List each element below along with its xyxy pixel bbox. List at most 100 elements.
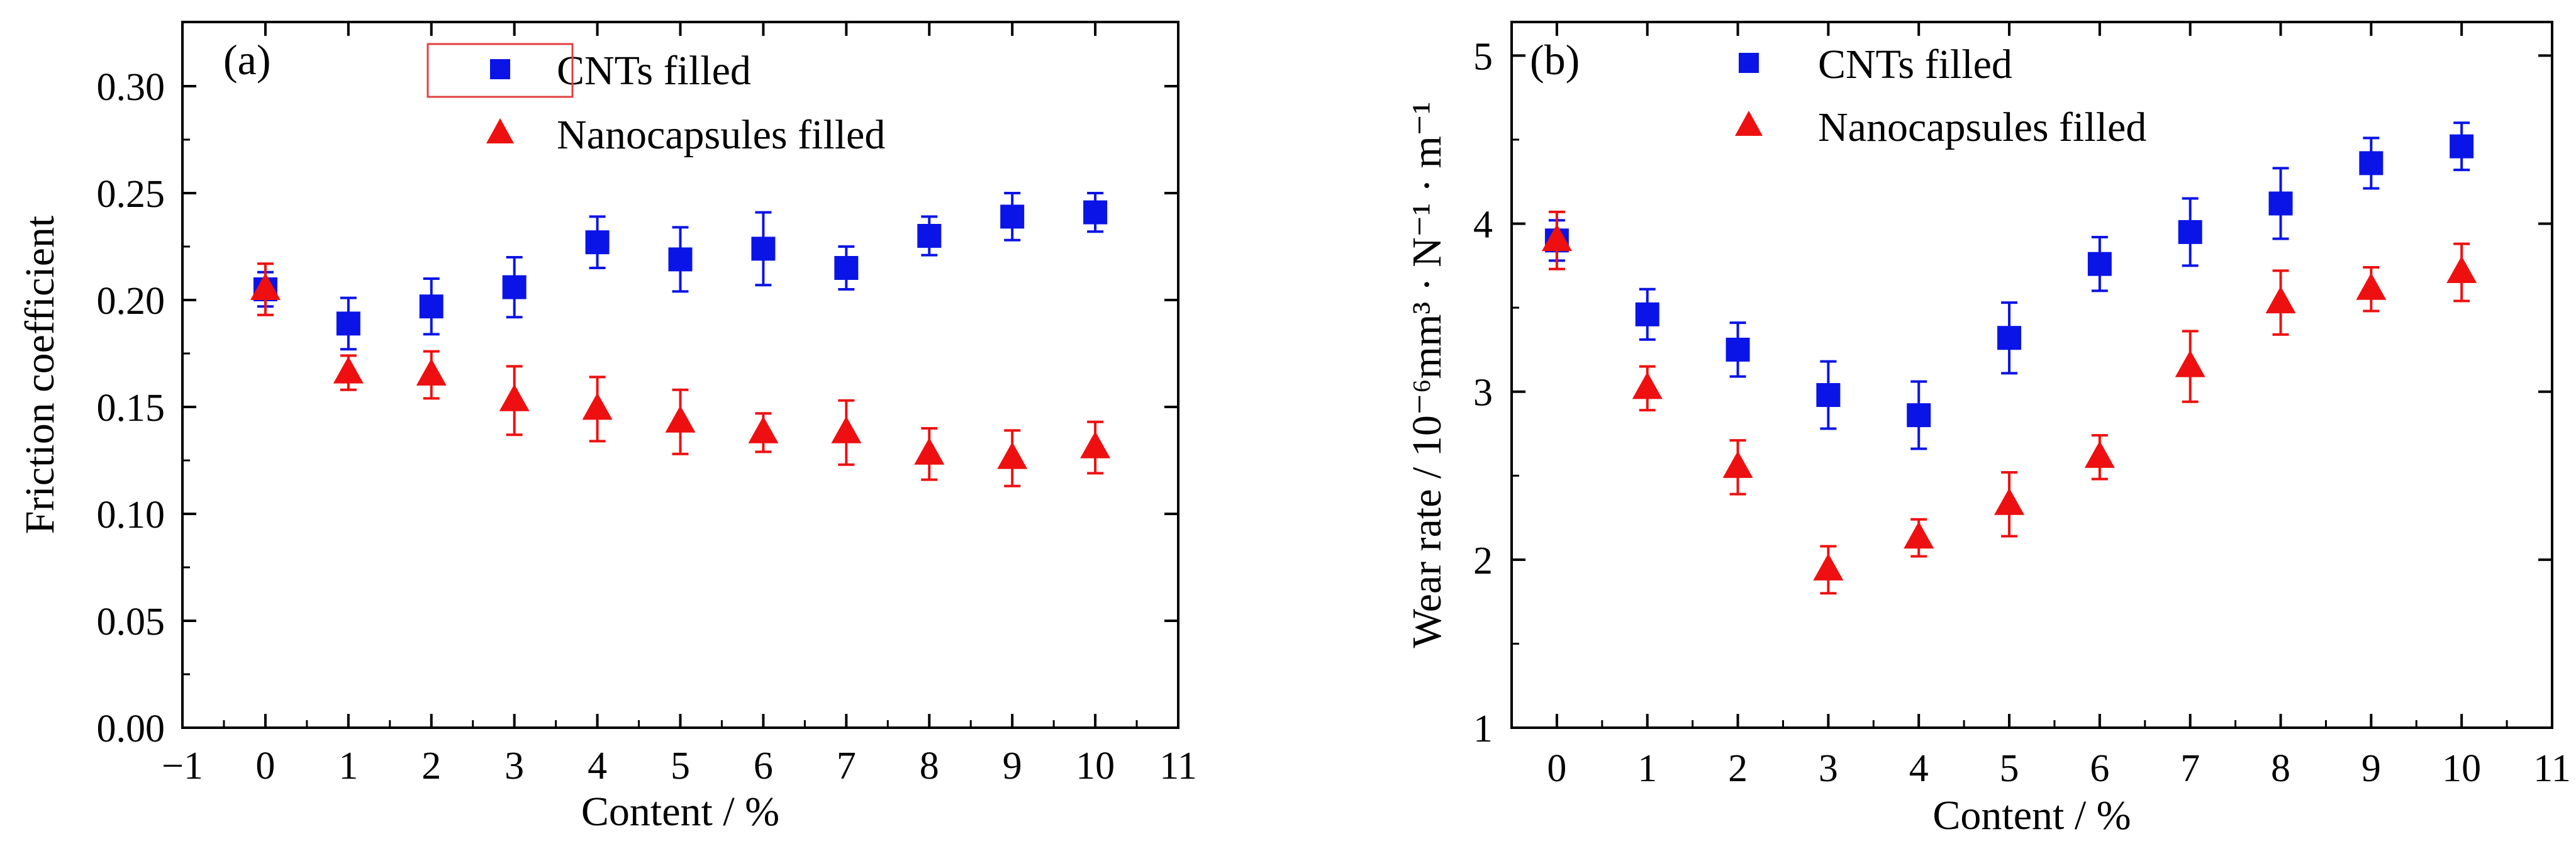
x-tick-label: 11 [1159, 745, 1197, 787]
data-point-triangle [1541, 224, 1572, 252]
x-tick-label: 9 [2361, 747, 2381, 790]
data-point-square [668, 247, 693, 272]
x-tick-label: 2 [421, 745, 441, 787]
x-tick-label: 3 [505, 745, 524, 787]
x-tick-label: 2 [1728, 747, 1748, 790]
data-point-square [2450, 134, 2474, 159]
y-tick-label: 1 [1473, 708, 1493, 750]
data-point-triangle [1904, 521, 1934, 549]
x-axis-title: Content / % [581, 789, 779, 835]
x-tick-label: 3 [1819, 747, 1838, 790]
data-point-square [2268, 191, 2293, 216]
series-nanocapsules [250, 262, 1111, 487]
data-point-square [917, 224, 942, 248]
x-tick-label: 6 [754, 745, 773, 787]
data-point-square [1726, 337, 1750, 362]
data-point-square [1083, 200, 1108, 225]
series-cnts [1544, 121, 2474, 450]
data-point-triangle [1080, 431, 1111, 459]
panel-label: (b) [1530, 36, 1580, 84]
data-point-triangle [499, 384, 530, 411]
data-point-triangle [2265, 286, 2296, 314]
x-tick-label: 5 [2000, 747, 2019, 790]
y-tick-label: 0.20 [97, 280, 165, 323]
legend-marker-square [490, 59, 510, 79]
x-tick-label: −1 [162, 745, 203, 787]
data-point-triangle [831, 416, 862, 443]
y-tick-label: 0.15 [97, 387, 165, 430]
x-tick-label: 11 [2533, 747, 2571, 790]
data-point-square [1816, 383, 1841, 408]
data-point-triangle [250, 273, 281, 300]
x-axis-title: Content / % [1932, 793, 2131, 838]
x-tick-label: 4 [588, 745, 607, 787]
y-axis-title: Wear rate / 10⁻⁶mm³ · N⁻¹ · m⁻¹ [1404, 102, 1450, 648]
data-point-square [1997, 326, 2022, 350]
y-tick-label: 0.10 [97, 494, 165, 537]
x-tick-label: 1 [1637, 747, 1657, 790]
data-point-square [1907, 403, 1931, 428]
x-tick-label: 9 [1003, 745, 1022, 787]
data-point-square [2178, 220, 2202, 244]
x-tick-label: 5 [671, 745, 690, 787]
y-tick-label: 2 [1473, 540, 1493, 582]
y-axis-title: Friction coefficient [17, 216, 63, 534]
data-point-triangle [416, 359, 447, 386]
x-tick-label: 7 [837, 745, 856, 787]
data-point-triangle [1813, 553, 1844, 581]
plot-frame [1510, 21, 2553, 729]
legend-marker-triangle [486, 118, 514, 143]
data-point-triangle [582, 392, 613, 420]
data-point-triangle [914, 437, 945, 465]
x-tick-label: 10 [1076, 745, 1115, 787]
legend-label: CNTs filled [557, 48, 751, 94]
data-point-triangle [333, 356, 364, 384]
data-point-triangle [665, 405, 696, 433]
y-tick-label: 0.05 [97, 601, 165, 643]
data-point-triangle [748, 416, 779, 443]
x-tick-label: 0 [255, 745, 275, 787]
x-tick-label: 7 [2180, 747, 2200, 790]
panel-a: −1 0 1 2 3 4 5 6 7 8 9 10 11 0.00 0.05 0.10 0.15 0.20 0.25… [17, 21, 1197, 835]
data-point-square [751, 236, 776, 261]
data-point-square [2359, 151, 2384, 175]
data-point-square [834, 256, 859, 280]
data-point-square [419, 294, 443, 319]
series-nanocapsules [1541, 210, 2477, 595]
x-tick-label: 6 [2090, 747, 2109, 790]
data-point-square [336, 311, 360, 336]
x-tick-label: 8 [2271, 747, 2290, 790]
x-tick-label: 8 [920, 745, 939, 787]
legend-marker-square [1739, 53, 1759, 73]
data-point-square [2087, 252, 2112, 276]
legend-highlight-box [427, 43, 574, 98]
data-point-triangle [1994, 487, 2025, 515]
y-tick-label: 0.30 [97, 66, 165, 109]
legend-label: Nanocapsules filled [1818, 104, 2146, 150]
y-tick-label: 0.25 [97, 173, 165, 216]
data-point-square [1635, 302, 1659, 326]
series-cnts [253, 192, 1108, 351]
data-point-square [502, 275, 527, 299]
data-point-triangle [1632, 372, 1663, 399]
x-tick-label: 10 [2442, 747, 2481, 790]
y-tick-label: 3 [1473, 372, 1493, 414]
legend-label: CNTs filled [1818, 42, 2012, 87]
y-tick-label: 5 [1473, 35, 1493, 78]
legend-marker-triangle [1735, 111, 1763, 136]
panel-label: (a) [223, 36, 270, 84]
data-point-triangle [2084, 440, 2115, 468]
data-point-triangle [2356, 272, 2387, 300]
y-tick-label: 4 [1473, 204, 1493, 247]
data-point-triangle [2446, 256, 2477, 284]
data-point-triangle [1722, 450, 1753, 478]
x-tick-label: 4 [1909, 747, 1929, 790]
data-point-triangle [997, 442, 1028, 469]
data-point-square [585, 230, 610, 255]
x-tick-label: 0 [1547, 747, 1566, 790]
legend-label: Nanocapsules filled [557, 112, 885, 158]
x-tick-label: 1 [338, 745, 358, 787]
data-point-square [1000, 204, 1025, 229]
